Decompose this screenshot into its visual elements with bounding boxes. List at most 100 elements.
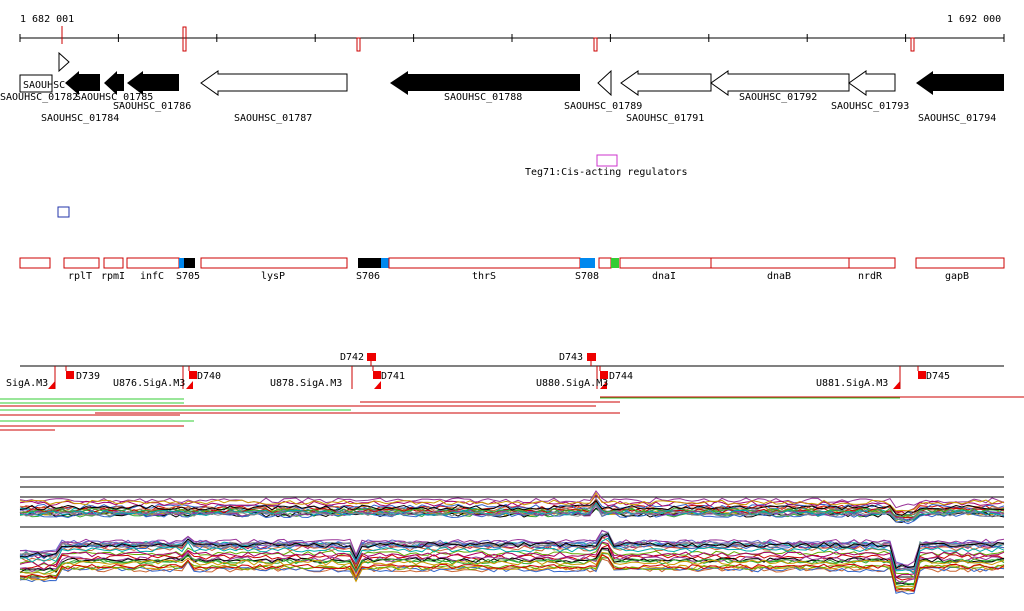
gene-arrow-01786[interactable] [127, 71, 179, 95]
operon-block-black[interactable] [184, 258, 195, 268]
ruler-ticks [19, 34, 1005, 42]
gene-label: SAOUHSC_01789 [564, 101, 642, 112]
promoter-label: U880.SigA.M3 [536, 378, 608, 389]
gene-box-label: SAOUHSC [23, 80, 65, 91]
expression-profile-line [19, 504, 1005, 525]
gene-arrow-01787[interactable] [200, 70, 348, 96]
operon-block-blue[interactable] [580, 258, 595, 268]
gene-label: SAOUHSC_01787 [234, 113, 312, 124]
operon-segment-infC[interactable] [126, 257, 180, 269]
gene-arrow-01784[interactable] [58, 51, 70, 73]
gene-arrow-01789[interactable] [597, 69, 612, 97]
operon-segment-dnaB[interactable] [710, 257, 850, 269]
operon-segment-thrS[interactable] [388, 257, 581, 269]
promoter-label: U876.SigA.M3 [113, 378, 185, 389]
gene-label: SAOUHSC_01786 [113, 101, 191, 112]
gene-label: SAOUHSC_01784 [41, 113, 119, 124]
expression-profile-line [19, 492, 1005, 512]
expression-profile-line [19, 529, 1005, 566]
ruler-end-label: 1 692 000 [947, 14, 1001, 25]
site-label: D743 [559, 352, 583, 363]
site-label: D745 [926, 371, 950, 382]
operon-segment[interactable] [598, 257, 612, 269]
promoter-label: SigA.M3 [6, 378, 48, 389]
gene-arrow-01792[interactable] [710, 70, 850, 96]
operon-block-blue[interactable] [179, 258, 184, 268]
operon-segment-rpmI[interactable] [103, 257, 124, 269]
promoter-marker[interactable] [374, 381, 381, 389]
site-label: D744 [609, 371, 633, 382]
site-marker-D742[interactable] [367, 353, 376, 361]
promoter-marker[interactable] [48, 381, 55, 389]
expression-profile-line [19, 533, 1005, 569]
operon-label: lysP [261, 271, 285, 282]
expression-profile-line [19, 558, 1005, 593]
gene-track: SAOUHSC SAOUHSC_01782 SAOUHSC_01784 SAOU… [0, 51, 1004, 124]
site-marker-D741[interactable] [373, 371, 381, 379]
gene-arrow-01785b[interactable] [104, 71, 124, 95]
expression-profile-line [19, 557, 1005, 595]
operon-label: rplT [68, 271, 92, 282]
site-label: D740 [197, 371, 221, 382]
site-marker-D745[interactable] [918, 371, 926, 379]
regulator-box[interactable] [596, 154, 618, 167]
operon-label: S708 [575, 271, 599, 282]
operon-block-black[interactable] [358, 258, 381, 268]
gene-box-01782[interactable] [19, 74, 53, 93]
operon-label: S706 [356, 271, 380, 282]
gene-label: SAOUHSC_01785 [75, 92, 153, 103]
regulator-box-blue[interactable] [57, 206, 70, 218]
ruler-marker [182, 26, 187, 52]
operon-block-blue[interactable] [381, 258, 389, 268]
operon-label: S705 [176, 271, 200, 282]
expression-profile-line [19, 499, 1005, 517]
operon-block-green[interactable] [611, 258, 619, 268]
site-label: D739 [76, 371, 100, 382]
ruler-marker [356, 37, 361, 52]
operon-label: thrS [472, 271, 496, 282]
ruler-start-label: 1 682 001 [20, 14, 74, 25]
expression-profiles [19, 490, 1005, 595]
operon-segment-rplT[interactable] [63, 257, 100, 269]
expression-profile-line [19, 551, 1005, 588]
site-marker-D744[interactable] [600, 371, 608, 379]
gene-label: SAOUHSC_01792 [739, 92, 817, 103]
coordinate-ruler: 1 682 001 1 692 000 [19, 14, 1005, 52]
promoter-label: U881.SigA.M3 [816, 378, 888, 389]
gene-arrow-01788[interactable] [390, 71, 580, 95]
gene-arrow-01791[interactable] [620, 70, 712, 96]
expression-profile-line [19, 537, 1005, 575]
site-marker-D739[interactable] [66, 371, 74, 379]
operon-label: dnaI [652, 271, 676, 282]
expression-profile-line [19, 557, 1005, 591]
site-marker-D743[interactable] [587, 353, 596, 361]
site-marker-D740[interactable] [189, 371, 197, 379]
operon-label: nrdR [858, 271, 883, 282]
regulator-label: Teg71:Cis-acting regulators [525, 167, 688, 178]
gene-arrow-01794[interactable] [916, 71, 1004, 95]
ruler-marker [593, 37, 598, 52]
promoter-marker[interactable] [893, 381, 900, 389]
operon-label: infC [140, 271, 164, 282]
operon-label: dnaB [767, 271, 791, 282]
site-track: D742 D743 D739 D740 D741 D744 D745 SigA.… [6, 352, 1004, 389]
gene-label: SAOUHSC_01788 [444, 92, 522, 103]
expression-profile-line [19, 541, 1005, 578]
promoter-label: U878.SigA.M3 [270, 378, 342, 389]
gene-label: SAOUHSC_01791 [626, 113, 704, 124]
gene-arrow-01785[interactable] [65, 71, 100, 95]
expression-profile-line [19, 553, 1005, 592]
operon-segment-dnaI[interactable] [619, 257, 712, 269]
operon-segment-nrdR[interactable] [848, 257, 896, 269]
gene-arrow-01793[interactable] [848, 70, 896, 96]
ruler-marker [910, 37, 915, 52]
operon-label: rpmI [101, 271, 125, 282]
feature-lines [0, 396, 1024, 431]
operon-segment-gapB[interactable] [915, 257, 1005, 269]
operon-segment[interactable] [19, 257, 51, 269]
operon-segment-lysP[interactable] [200, 257, 348, 269]
promoter-marker[interactable] [186, 381, 193, 389]
regulator-track: Teg71:Cis-acting regulators [57, 154, 688, 218]
promoter-marker[interactable] [600, 381, 607, 389]
